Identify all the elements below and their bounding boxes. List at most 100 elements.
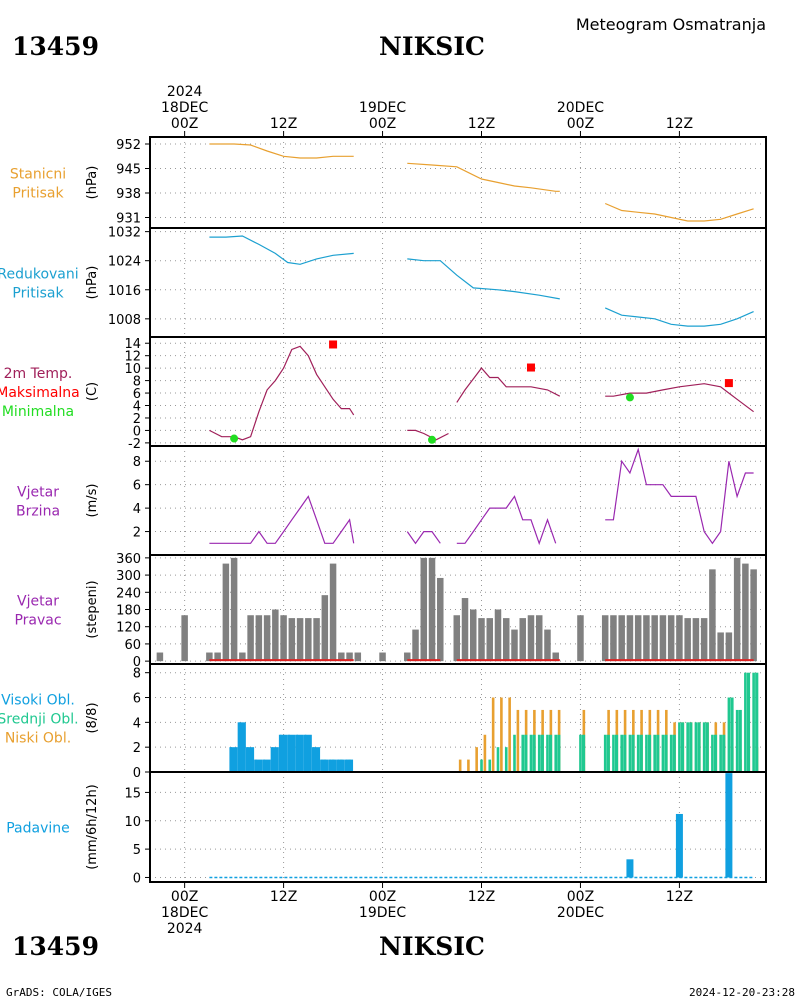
wind-dir-bar bbox=[742, 563, 749, 662]
cloud-bar bbox=[579, 734, 582, 772]
time-label: 00Z bbox=[567, 889, 594, 905]
wind-dir-bar bbox=[437, 577, 444, 662]
series-line bbox=[604, 307, 754, 327]
y-tick-label: 0 bbox=[133, 655, 141, 670]
cloud-bar bbox=[744, 672, 747, 772]
y-tick-label: 360 bbox=[116, 552, 141, 567]
cloud-bar bbox=[628, 734, 632, 772]
panel-frame bbox=[149, 227, 767, 338]
panel-precipitation: 0 5 10 15 (mm/6h/12h) Padavine bbox=[6, 771, 767, 886]
min-temp-marker bbox=[230, 434, 239, 443]
wind-dir-bar bbox=[667, 615, 675, 662]
wind-dir-bar bbox=[676, 615, 683, 662]
cloud-bar bbox=[513, 734, 516, 772]
cloud-bar bbox=[612, 734, 615, 772]
time-label: 00Z bbox=[171, 889, 198, 905]
wind-dir-bar bbox=[618, 615, 625, 662]
time-label: 19DEC bbox=[359, 100, 406, 116]
cloud-bar bbox=[529, 734, 533, 772]
cloud-bar bbox=[548, 734, 553, 772]
cloud-bar bbox=[738, 709, 742, 772]
panels: 931938945952(hPa)StanicniPritisak1008101… bbox=[0, 136, 767, 886]
y-tick-label: 2 bbox=[133, 526, 141, 541]
y-tick-label: 0 bbox=[133, 871, 141, 886]
time-label: 00Z bbox=[369, 116, 396, 132]
wind-dir-bar bbox=[684, 618, 691, 662]
wind-dir-bar bbox=[461, 598, 469, 662]
series-line bbox=[407, 258, 560, 300]
wind-dir-bar bbox=[709, 569, 716, 662]
time-label: 12Z bbox=[468, 889, 495, 905]
wind-dir-bar bbox=[610, 615, 617, 662]
y-tick-label: 180 bbox=[116, 604, 141, 619]
wind-dir-bar bbox=[651, 615, 658, 662]
cloud-bar bbox=[346, 759, 354, 772]
wind-dir-bar bbox=[420, 557, 428, 662]
plot-area bbox=[209, 143, 754, 222]
wind-dir-bar bbox=[544, 629, 551, 662]
panel-label: Redukovani bbox=[0, 267, 79, 283]
wind-dir-bar bbox=[511, 629, 518, 662]
y-tick-label: 931 bbox=[116, 212, 141, 227]
panel-label: Maksimalna bbox=[0, 385, 80, 401]
cloud-bar bbox=[475, 747, 478, 772]
unit-label: (C) bbox=[85, 382, 100, 401]
panel-label: Pritisak bbox=[12, 186, 64, 202]
time-label: 2024 bbox=[167, 921, 203, 937]
panel-reduced-pressure: 1008 1016 1024 1032 (hPa) Redukovani Pritisak bbox=[0, 226, 767, 338]
cloud-bar bbox=[263, 759, 271, 772]
unit-label: (stepeni) bbox=[85, 580, 100, 638]
min-temp-marker bbox=[428, 435, 437, 444]
panel-frame bbox=[149, 336, 767, 447]
cloud-bar bbox=[636, 734, 640, 772]
cloud-bar bbox=[480, 759, 483, 772]
series-line bbox=[605, 383, 754, 413]
y-tick-label: 12 bbox=[124, 350, 141, 365]
cloud-bar bbox=[581, 734, 586, 772]
panel-wind-speed: 2 4 6 8 (m/s) Vjetar Brzina bbox=[16, 445, 767, 556]
cloud-bar bbox=[711, 734, 714, 772]
y-tick-label: 4 bbox=[133, 502, 141, 517]
series-line bbox=[209, 235, 354, 265]
panel-frame bbox=[149, 136, 767, 229]
time-label: 12Z bbox=[666, 116, 693, 132]
wind-dir-bar bbox=[502, 618, 510, 662]
wind-dir-bar bbox=[404, 652, 411, 662]
cloud-bar bbox=[755, 672, 759, 772]
panel-label: Padavine bbox=[6, 821, 70, 837]
series-line bbox=[604, 202, 754, 222]
cloud-bar bbox=[296, 734, 304, 772]
cloud-bar bbox=[746, 672, 751, 772]
cloud-bar bbox=[467, 759, 470, 772]
cloud-bar bbox=[491, 697, 495, 772]
time-label: 12Z bbox=[468, 116, 495, 132]
wind-dir-bar bbox=[725, 632, 733, 662]
time-label: 20DEC bbox=[557, 100, 604, 116]
time-label: 12Z bbox=[666, 889, 693, 905]
panel-label: Visoki Obl. bbox=[1, 693, 75, 709]
unit-label: (hPa) bbox=[85, 266, 100, 300]
cloud-bar bbox=[458, 759, 462, 772]
min-temp-marker bbox=[625, 393, 634, 402]
plot-area bbox=[209, 447, 754, 546]
cloud-bar bbox=[603, 734, 607, 772]
y-tick-label: 4 bbox=[133, 400, 141, 415]
cloud-bar bbox=[678, 722, 681, 772]
cloud-bar bbox=[697, 722, 701, 772]
cloud-bar bbox=[669, 734, 673, 772]
series-line bbox=[407, 429, 449, 441]
y-tick-label: 15 bbox=[124, 786, 141, 801]
cloud-bar bbox=[653, 734, 656, 772]
y-tick-label: 14 bbox=[124, 337, 141, 352]
cloud-bar bbox=[705, 722, 709, 772]
y-tick-label: 5 bbox=[133, 843, 141, 858]
time-label: 18DEC bbox=[161, 905, 208, 921]
max-temp-marker bbox=[724, 379, 733, 388]
cloud-bar bbox=[727, 697, 731, 772]
cloud-bar bbox=[540, 734, 544, 772]
cloud-bar bbox=[304, 734, 312, 772]
cloud-bar bbox=[672, 734, 676, 772]
wind-dir-bar bbox=[453, 615, 461, 662]
